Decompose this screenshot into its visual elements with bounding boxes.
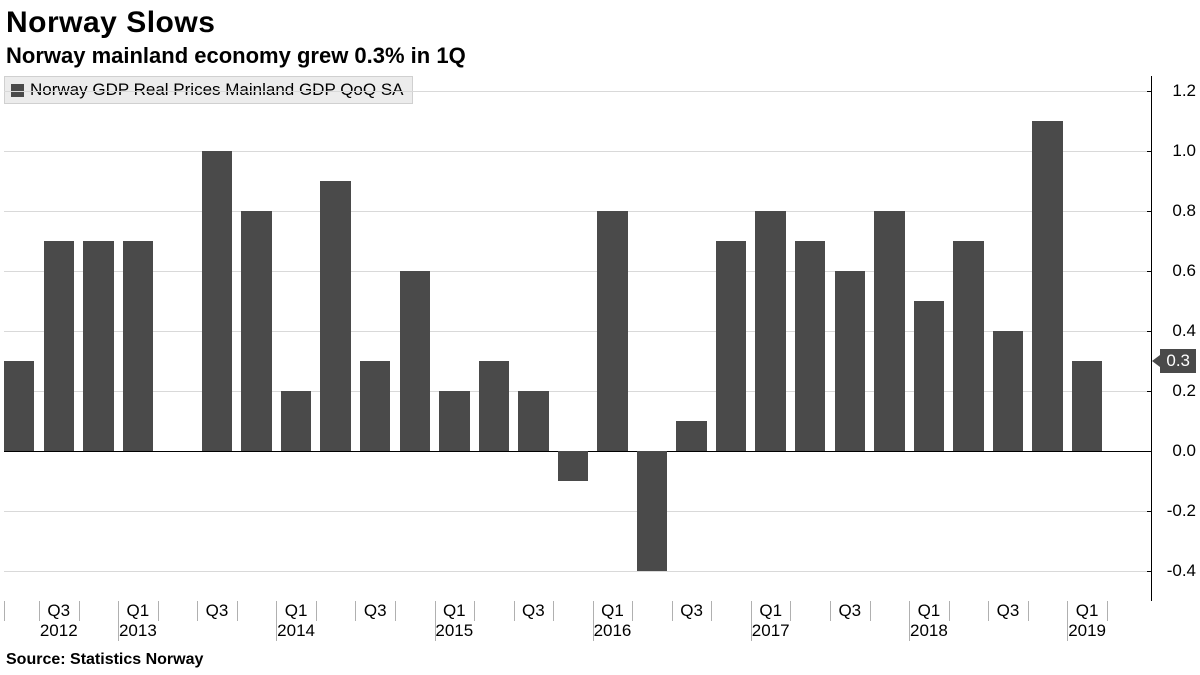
x-tick-label: Q12015	[415, 601, 494, 641]
y-tick-label: 1.0	[1151, 141, 1196, 161]
x-tick-year	[276, 601, 277, 641]
bar	[4, 361, 34, 451]
bar	[993, 331, 1023, 451]
y-tick-label: 1.2	[1151, 81, 1196, 101]
y-tick-label: -0.2	[1151, 501, 1196, 521]
x-tick-year	[751, 601, 752, 641]
x-tick-label: Q12019	[1048, 601, 1127, 641]
gridline	[4, 211, 1151, 212]
bar	[953, 241, 983, 451]
x-tick-label: Q3	[968, 601, 1047, 621]
bar	[360, 361, 390, 451]
x-tick-year	[1067, 601, 1068, 641]
x-tick	[949, 601, 950, 621]
bar	[518, 391, 548, 451]
x-tick	[197, 601, 198, 621]
y-tick-label: 0.6	[1151, 261, 1196, 281]
x-tick-label: Q12018	[889, 601, 968, 641]
bar	[914, 301, 944, 451]
bar	[597, 211, 627, 451]
x-tick	[870, 601, 871, 621]
bar	[202, 151, 232, 451]
x-tick	[711, 601, 712, 621]
x-tick	[790, 601, 791, 621]
y-tick-label: 0.4	[1151, 321, 1196, 341]
x-axis: Q32012Q12013Q3Q12014Q3Q12015Q3Q12016Q3Q1…	[4, 601, 1151, 651]
gridline	[4, 511, 1151, 512]
x-tick	[395, 601, 396, 621]
chart-title: Norway Slows	[6, 6, 215, 40]
x-tick-year	[435, 601, 436, 641]
y-tick-label: -0.4	[1151, 561, 1196, 581]
bar	[241, 211, 271, 451]
chart-subtitle: Norway mainland economy grew 0.3% in 1Q	[6, 43, 466, 69]
x-tick-year	[909, 601, 910, 641]
x-tick	[355, 601, 356, 621]
bar	[637, 451, 667, 571]
y-tick-label: 0.0	[1151, 441, 1196, 461]
bar	[439, 391, 469, 451]
bar	[755, 211, 785, 451]
x-tick	[39, 601, 40, 621]
x-tick	[632, 601, 633, 621]
bar	[123, 241, 153, 451]
source-attribution: Source: Statistics Norway	[6, 651, 203, 669]
y-axis: -0.4 -0.2 0.0 0.2 0.4 0.6 0.8 1.0 1.2 0.3	[1151, 76, 1196, 601]
x-tick-label: Q3	[652, 601, 731, 621]
x-tick-label: Q12016	[573, 601, 652, 641]
x-tick	[474, 601, 475, 621]
x-tick	[1028, 601, 1029, 621]
x-tick	[553, 601, 554, 621]
bar	[835, 271, 865, 451]
x-tick-year	[118, 601, 119, 641]
bar	[874, 211, 904, 451]
y-tick-label: 0.8	[1151, 201, 1196, 221]
x-tick-label: Q3	[336, 601, 415, 621]
bar	[320, 181, 350, 451]
value-callout: 0.3	[1160, 349, 1196, 373]
bar	[1072, 361, 1102, 451]
x-tick-label: Q32012	[19, 601, 98, 641]
bar	[558, 451, 588, 481]
bar	[1032, 121, 1062, 451]
x-tick	[4, 601, 5, 621]
x-tick-label: Q12013	[98, 601, 177, 641]
x-tick	[830, 601, 831, 621]
x-tick	[237, 601, 238, 621]
bar	[44, 241, 74, 451]
x-tick	[988, 601, 989, 621]
x-tick	[158, 601, 159, 621]
gridline	[4, 151, 1151, 152]
bar	[83, 241, 113, 451]
bar	[281, 391, 311, 451]
y-tick-label: 0.2	[1151, 381, 1196, 401]
x-tick	[79, 601, 80, 621]
x-tick-label: Q12014	[257, 601, 336, 641]
bar	[716, 241, 746, 451]
bar	[795, 241, 825, 451]
x-tick-label: Q3	[177, 601, 256, 621]
x-tick-year	[593, 601, 594, 641]
x-tick	[672, 601, 673, 621]
x-tick	[1107, 601, 1108, 621]
gridline	[4, 571, 1151, 572]
x-tick-label: Q12017	[731, 601, 810, 641]
gridline	[4, 91, 1151, 92]
bar	[400, 271, 430, 451]
x-tick	[316, 601, 317, 621]
x-tick-label: Q3	[494, 601, 573, 621]
bar	[479, 361, 509, 451]
bar	[676, 421, 706, 451]
x-tick-label: Q3	[810, 601, 889, 621]
chart-plot-area	[4, 76, 1151, 601]
x-tick	[514, 601, 515, 621]
